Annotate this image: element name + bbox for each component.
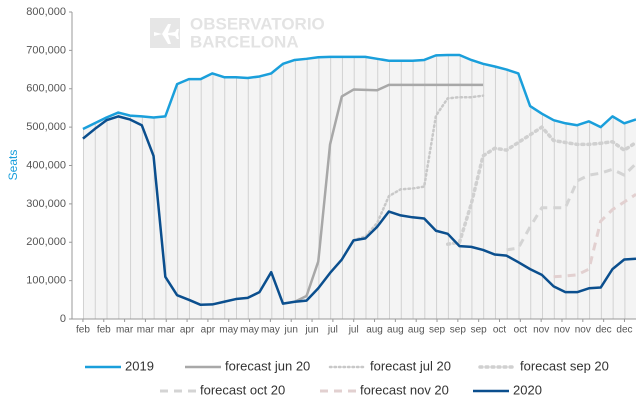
- watermark-text: OBSERVATORIO: [190, 14, 325, 33]
- legend-label: 2020: [513, 382, 542, 397]
- series-line: [445, 125, 636, 246]
- y-tick-label: 400,000: [26, 159, 66, 171]
- legend-label: forecast jul 20: [370, 358, 451, 373]
- x-tick-label: mar: [116, 325, 134, 336]
- x-tick-label: sep: [450, 325, 467, 336]
- x-tick-label: apr: [180, 325, 195, 336]
- legend-label: forecast oct 20: [200, 382, 285, 397]
- plane-shape: [154, 24, 179, 44]
- x-tick-label: oct: [493, 325, 507, 336]
- area-hatch: [82, 54, 636, 319]
- y-tick-label: 700,000: [26, 44, 66, 56]
- x-tick-label: jul: [348, 325, 359, 336]
- y-tick-label: 200,000: [26, 236, 66, 248]
- x-tick-label: sep: [471, 325, 488, 336]
- x-tick-label: may: [240, 325, 259, 336]
- x-tick-label: aug: [408, 325, 425, 336]
- series-line: [82, 115, 636, 307]
- x-tick-label: mar: [158, 325, 176, 336]
- x-tick-label: sep: [429, 325, 446, 336]
- x-tick-label: mar: [137, 325, 155, 336]
- legend-label: forecast sep 20: [520, 358, 609, 373]
- x-tick-label: nov: [533, 325, 549, 336]
- x-tick-label: dec: [596, 325, 612, 336]
- series-line: [506, 162, 636, 252]
- x-tick-label: may: [219, 325, 238, 336]
- legend-label: forecast nov 20: [360, 382, 449, 397]
- watermark: OBSERVATORIO BARCELONA: [150, 14, 325, 51]
- x-tick-label: feb: [76, 325, 90, 336]
- x-tick-label: oct: [514, 325, 528, 336]
- series-line: [352, 94, 485, 242]
- y-tick-label: 500,000: [26, 121, 66, 133]
- series-line: [82, 53, 636, 131]
- x-tick-label: nov: [575, 325, 591, 336]
- x-tick-label: dec: [616, 325, 632, 336]
- x-tick-label: nov: [554, 325, 570, 336]
- y-axis-label: Seats: [6, 150, 20, 181]
- x-tick-label: jun: [304, 325, 318, 336]
- series-line: [294, 83, 484, 303]
- x-tick-label: aug: [366, 325, 383, 336]
- legend-label: 2019: [125, 358, 154, 373]
- watermark-text: BARCELONA: [190, 32, 299, 51]
- legend-label: forecast jun 20: [225, 358, 310, 373]
- x-tick-label: apr: [201, 325, 216, 336]
- x-tick-label: jun: [284, 325, 298, 336]
- x-tick-label: may: [261, 325, 280, 336]
- y-tick-label: 800,000: [26, 6, 66, 18]
- x-tick-label: feb: [97, 325, 111, 336]
- series-line: [553, 193, 636, 279]
- legend: 2019 forecast jun 20 forecast jul 20 foreca…: [85, 358, 609, 397]
- x-tick-label: jul: [327, 325, 338, 336]
- y-tick-label: 100,000: [26, 275, 66, 287]
- y-tick-label: 0: [60, 313, 66, 325]
- y-tick-label: 300,000: [26, 198, 66, 210]
- x-tick-label: aug: [387, 325, 404, 336]
- y-tick-label: 600,000: [26, 83, 66, 95]
